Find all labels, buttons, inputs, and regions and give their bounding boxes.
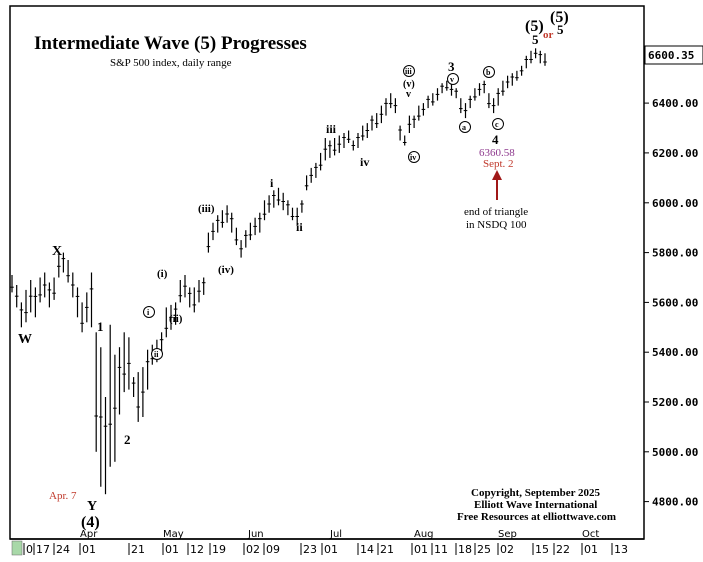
x-tick-label: 21: [131, 543, 145, 556]
wave-label-paren-ii: (ii): [169, 313, 183, 325]
y-tick-label: 4800.00: [652, 496, 698, 509]
wave-circle-a: [459, 121, 471, 133]
wave-label-small-v: v: [406, 89, 411, 100]
wave-label-5-alt: 5: [557, 22, 564, 37]
wave-label-minor-iv: iv: [360, 155, 369, 169]
wave-circle-b: [483, 66, 495, 78]
wave-label-1: 1: [97, 319, 104, 334]
wave-circle-i: [143, 306, 155, 318]
date-axis: 0 17 24 01 21 01 12 19 02 09 23 01 14 21 01 11 18 25 02 15 2…: [23, 529, 628, 556]
x-tick-label: 09: [266, 543, 280, 556]
x-tick-label: 24: [56, 543, 70, 556]
month-label: Apr: [80, 529, 98, 540]
x-tick-label: 12: [190, 543, 204, 556]
wave-label-paren-iii: (iii): [198, 203, 215, 215]
chart-subtitle: S&P 500 index, daily range: [110, 57, 232, 69]
wave-label-circle-c: c: [495, 120, 499, 129]
x-tick-label: 13: [614, 543, 628, 556]
y-tick-label: 5200.00: [652, 396, 698, 409]
wave-circle-ii: [151, 348, 163, 360]
y-tick-label: 5000.00: [652, 446, 698, 459]
wave-label-minor-iii: iii: [326, 122, 337, 136]
y-tick-label: 6200.00: [652, 147, 698, 160]
wave-circle-iv: [408, 151, 420, 163]
month-label: Aug: [414, 529, 434, 540]
x-tick-label: 17: [36, 543, 50, 556]
y-tick-label: 6400.00: [652, 97, 698, 110]
y-tick-label: 6000.00: [652, 197, 698, 210]
copyright-block: Copyright, September 2025 Elliott Wave I…: [457, 487, 616, 523]
wave-label-minor-i: i: [270, 176, 274, 190]
low-price-label: 6360.58: [479, 147, 515, 159]
x-tick-label: 19: [212, 543, 226, 556]
y-tick-label: 5800.00: [652, 247, 698, 260]
wave-circle-v: [447, 73, 459, 85]
x-tick-label: 18: [458, 543, 472, 556]
x-tick-label: 23: [303, 543, 317, 556]
date-apr7: Apr. 7: [49, 490, 77, 502]
wave-label-W: W: [18, 332, 32, 347]
price-bars: [10, 48, 547, 495]
wave-label-X: X: [52, 244, 62, 259]
x-tick-label: 15: [535, 543, 549, 556]
month-label: Jun: [247, 529, 264, 540]
month-label: Sep: [498, 529, 517, 540]
x-tick-label: 14: [360, 543, 374, 556]
chart-title: Intermediate Wave (5) Progresses: [34, 33, 307, 54]
wave-label-circle-i: i: [147, 308, 150, 317]
note-line1: end of triangle: [464, 206, 528, 218]
wave-label-4-paren: (4): [81, 514, 100, 531]
wave-label-minor-ii: ii: [296, 220, 303, 234]
price-readout-box: [644, 45, 703, 65]
wave-label-5-minor: 5: [532, 32, 539, 47]
wave-label-2: 2: [124, 432, 131, 447]
x-tick-label: 21: [380, 543, 394, 556]
x-tick-label: 02: [246, 543, 260, 556]
month-label: Jul: [329, 529, 342, 540]
wave-label-4: 4: [492, 132, 499, 147]
x-tick-label: 01: [324, 543, 338, 556]
month-label: Oct: [582, 529, 599, 540]
x-tick-label: 25: [477, 543, 491, 556]
wave-label-paren-v: (v): [403, 79, 415, 90]
y-tick-label: 5400.00: [652, 346, 698, 359]
copyright-line2: Elliott Wave International: [474, 499, 597, 511]
price-readout-value: 6600.35: [648, 49, 694, 62]
wave-label-3: 3: [448, 59, 455, 74]
wave-label-Y: Y: [87, 499, 97, 514]
wave-circle-c: [492, 118, 504, 130]
wave-labels: W X Y (4) Apr. 7 1 2 i ii (i) (ii) (iii)…: [18, 9, 569, 531]
wave-label-or: or: [543, 29, 554, 41]
wave-label-circle-ii: ii: [154, 350, 159, 359]
y-tick-label: 5600.00: [652, 296, 698, 309]
wave-label-paren-iv: (iv): [218, 264, 234, 276]
price-readout: 6600.35: [644, 45, 703, 65]
date-axis-marker: [11, 540, 23, 556]
low-date-label: Sept. 2: [483, 158, 514, 170]
note-line2: in NSDQ 100: [466, 219, 527, 231]
x-tick-label: 01: [82, 543, 96, 556]
x-tick-label: 22: [556, 543, 570, 556]
x-tick-label: 02: [500, 543, 514, 556]
x-tick-label: 01: [584, 543, 598, 556]
month-label: May: [163, 529, 184, 540]
x-tick-label: 01: [165, 543, 179, 556]
x-tick-label: 0: [26, 543, 33, 556]
triangle-arrow-head: [492, 170, 502, 180]
wave-label-5-paren-b: (5): [550, 9, 569, 26]
x-tick-label: 11: [434, 543, 448, 556]
wave-label-circle-v: v: [450, 75, 454, 84]
wave-label-circle-iii: iii: [405, 67, 412, 76]
wave-label-circle-b: b: [486, 68, 491, 77]
price-axis: 4800.00 5000.00 5200.00 5400.00 5600.00 5800.…: [644, 47, 698, 509]
wave-label-circle-a: a: [462, 123, 466, 132]
wave-label-paren-i: (i): [157, 268, 168, 280]
x-tick-label: 01: [414, 543, 428, 556]
copyright-line1: Copyright, September 2025: [471, 487, 601, 499]
wave-label-circle-iv: iv: [410, 153, 416, 162]
wave-label-5-paren-a: (5): [525, 18, 544, 35]
copyright-line3: Free Resources at elliottwave.com: [457, 511, 616, 523]
wave-circle-iii: [403, 65, 415, 77]
